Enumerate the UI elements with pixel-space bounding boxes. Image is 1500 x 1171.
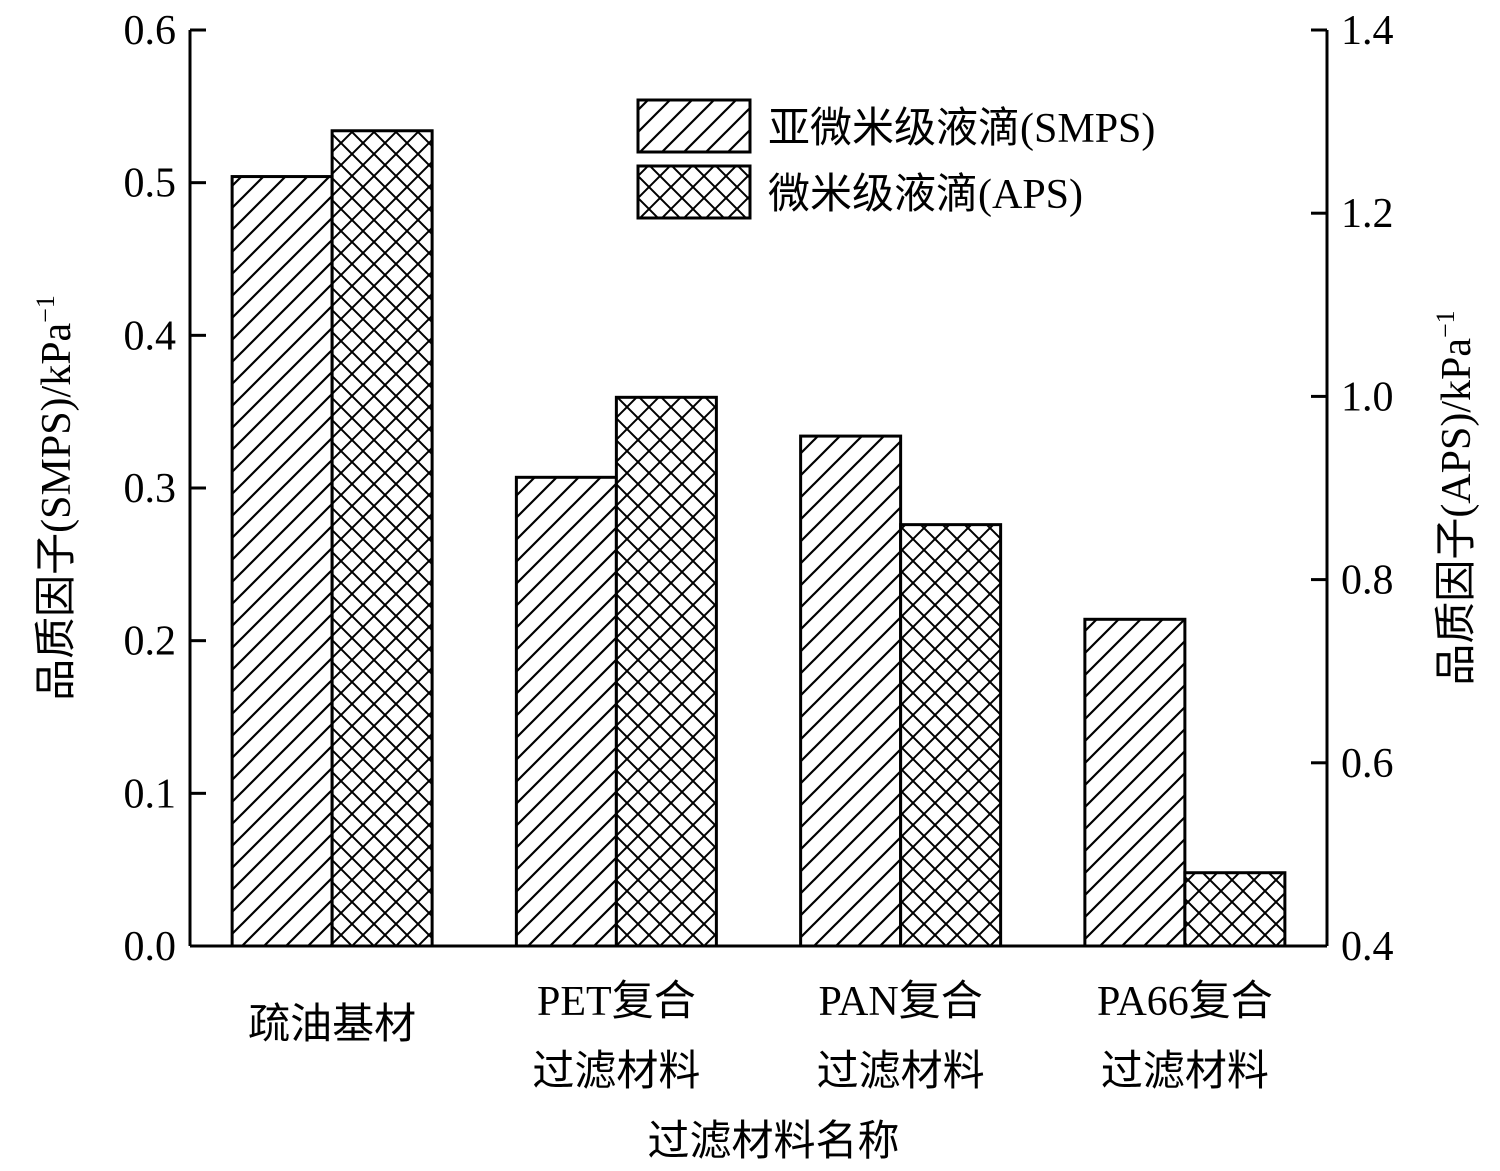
left-tick-label: 0.4 [124, 313, 177, 359]
legend-label: 亚微米级液滴(SMPS) [768, 105, 1155, 152]
left-tick-label: 0.5 [124, 161, 177, 207]
right-y-axis-title-main: 品质因子(APS)/kPa [1434, 338, 1480, 686]
category-label: PET复合 [537, 979, 696, 1025]
bar-group [1083, 617, 1287, 948]
right-tick-label: 1.4 [1341, 8, 1394, 54]
legend: 亚微米级液滴(SMPS) 微米级液滴(APS) [636, 98, 1155, 220]
category-label: 过滤材料 [532, 1049, 700, 1095]
left-y-axis-title: 品质因子(SMPS)/kPa−1 [31, 295, 80, 701]
bar-group [514, 395, 718, 948]
left-tick-label: 0.0 [124, 924, 177, 970]
right-tick-label: 0.8 [1341, 558, 1394, 604]
bar-aps [614, 395, 718, 948]
bar-aps [330, 129, 434, 948]
category-label: 疏油基材 [248, 1002, 416, 1048]
left-y-axis-title-main: 品质因子(SMPS)/kPa [34, 322, 80, 700]
bar-smps [799, 434, 903, 948]
labels: 0.0 0.1 0.2 0.3 0.4 0.5 0.6 0.4 0.6 0.8 1.0 1.2 1.4 疏… [31, 8, 1480, 1165]
bar-smps [514, 475, 618, 948]
category-label: PA66复合 [1097, 979, 1273, 1025]
left-tick-label: 0.6 [124, 8, 177, 54]
bar-smps [1083, 617, 1187, 948]
right-y-axis-title: 品质因子(APS)/kPa−1 [1431, 310, 1480, 685]
right-y-axis-title-superscript: −1 [1431, 310, 1460, 338]
category-label: PAN复合 [819, 979, 983, 1025]
right-tick-label: 1.0 [1341, 374, 1394, 420]
right-tick-label: 0.4 [1341, 924, 1394, 970]
category-label: 过滤材料 [817, 1049, 985, 1095]
bar-aps [1183, 871, 1287, 948]
legend-swatch [636, 98, 752, 154]
legend-label: 微米级液滴(APS) [768, 171, 1083, 218]
right-tick-label: 1.2 [1341, 191, 1394, 237]
left-tick-label: 0.3 [124, 466, 177, 512]
left-tick-label: 0.1 [124, 771, 177, 817]
bar-group [230, 129, 434, 948]
bars [230, 129, 1287, 948]
bar-aps [899, 523, 1003, 948]
left-y-axis-title-superscript: −1 [31, 295, 60, 323]
legend-entry: 亚微米级液滴(SMPS) [636, 98, 1155, 154]
legend-swatch [636, 164, 752, 220]
x-axis-title: 过滤材料名称 [647, 1119, 899, 1165]
right-tick-label: 0.6 [1341, 741, 1394, 787]
category-label: 过滤材料 [1101, 1049, 1269, 1095]
bar-smps [230, 175, 334, 948]
legend-entry: 微米级液滴(APS) [636, 164, 1083, 220]
bar-group [799, 434, 1003, 948]
left-tick-label: 0.2 [124, 619, 177, 665]
